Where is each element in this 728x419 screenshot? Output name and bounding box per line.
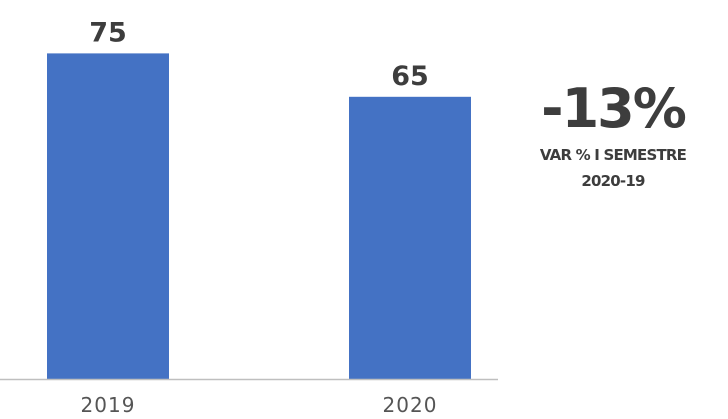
bar-2020 bbox=[349, 96, 471, 380]
bar-value-label-2020: 65 bbox=[391, 61, 429, 92]
variation-label-line1: VAR % I SEMESTRE bbox=[539, 146, 687, 164]
x-tick-label-2019: 2019 bbox=[81, 393, 136, 417]
variation-kpi: -13% VAR % I SEMESTRE 2020-19 bbox=[508, 76, 718, 194]
bar-2019 bbox=[47, 53, 169, 379]
variation-label-line2: 2020-19 bbox=[581, 172, 645, 190]
x-tick-label-2020: 2020 bbox=[383, 393, 438, 417]
variation-value: -13% bbox=[541, 77, 687, 140]
bar-value-label-2019: 75 bbox=[89, 17, 127, 48]
